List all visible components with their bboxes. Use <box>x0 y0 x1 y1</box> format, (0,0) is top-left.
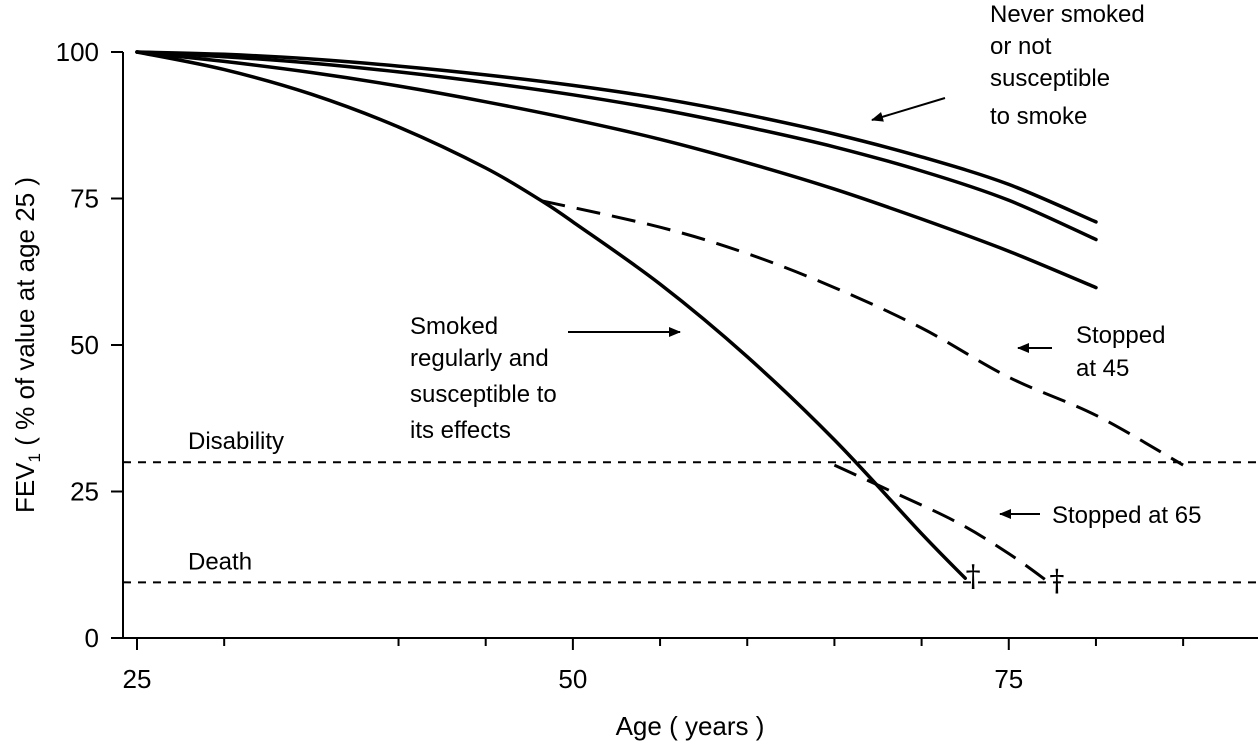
y-tick-label: 75 <box>70 184 99 214</box>
annotation-never-smoked-arrow <box>871 97 946 122</box>
x-tick-label: 50 <box>558 664 587 694</box>
x-axis-title: Age ( years ) <box>616 711 765 741</box>
y-tick-label: 50 <box>70 330 99 360</box>
annotation-smoked-line-1: Smoked <box>410 313 498 340</box>
annotation-never-smoked: Never smoked or not susceptible to smoke <box>871 1 1145 130</box>
y-tick-label: 100 <box>56 37 99 67</box>
annotation-never-smoked-line-4: to smoke <box>990 103 1087 130</box>
y-axis-title-subscript: 1 <box>25 453 44 462</box>
y-axis-title-main: FEV <box>10 462 40 513</box>
series-line-4 <box>135 50 967 580</box>
threshold-label-disability: Disability <box>188 428 284 455</box>
annotation-never-smoked-line-1: Never smoked <box>990 1 1145 28</box>
series-line-2 <box>135 50 1098 242</box>
threshold-lines: Disability Death <box>123 428 1258 584</box>
y-tick-label: 0 <box>85 623 99 653</box>
death-markers: † † <box>966 559 1065 598</box>
annotation-stopped-45-line-1: Stopped <box>1076 322 1165 349</box>
death-marker: † <box>1049 563 1064 598</box>
annotation-smoked-regularly: Smoked regularly and susceptible to its … <box>410 313 681 444</box>
series-line-3 <box>135 50 1098 290</box>
x-tick-label: 25 <box>123 664 152 694</box>
x-tick-label: 75 <box>994 664 1023 694</box>
threshold-label-death: Death <box>188 548 252 575</box>
annotation-stopped-45-line-2: at 45 <box>1076 355 1129 382</box>
annotation-smoked-line-3: susceptible to <box>410 381 557 408</box>
annotation-stopped-45: Stopped at 45 <box>1017 322 1165 382</box>
y-axis-title-rest: ( % of value at age 25 ) <box>10 177 40 453</box>
x-ticks: 25 50 75 <box>123 638 1185 694</box>
series-line-1 <box>135 50 1098 224</box>
death-marker: † <box>966 559 981 594</box>
y-ticks: 0 25 50 75 100 <box>56 37 123 653</box>
series-line-6 <box>833 463 1050 584</box>
annotation-smoked-line-2: regularly and <box>410 345 549 372</box>
y-axis-title: FEV1 ( % of value at age 25 ) <box>10 177 44 513</box>
annotation-stopped-65-line-1: Stopped at 65 <box>1052 502 1201 529</box>
annotation-never-smoked-line-3: susceptible <box>990 65 1110 92</box>
series-line-5 <box>541 199 1184 467</box>
y-tick-label: 25 <box>70 477 99 507</box>
series-lines <box>135 50 1184 584</box>
annotation-stopped-65: Stopped at 65 <box>999 502 1201 529</box>
annotation-never-smoked-line-2: or not <box>990 33 1052 60</box>
annotation-smoked-line-4: its effects <box>410 417 511 444</box>
